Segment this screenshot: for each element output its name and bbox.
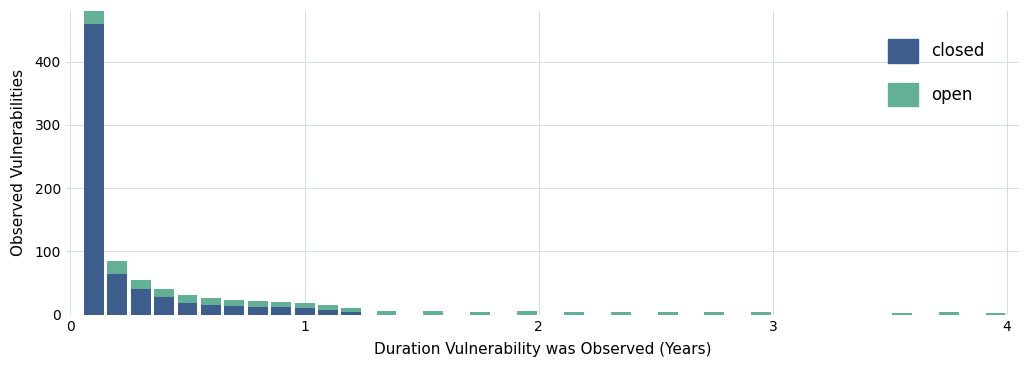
- Bar: [564, 312, 584, 315]
- Bar: [342, 312, 362, 315]
- X-axis label: Duration Vulnerability was Observed (Years): Duration Vulnerability was Observed (Yea…: [374, 342, 711, 357]
- Bar: [342, 308, 362, 312]
- Bar: [423, 311, 443, 315]
- Bar: [107, 261, 127, 273]
- Bar: [271, 307, 291, 315]
- Bar: [377, 311, 397, 315]
- Bar: [271, 302, 291, 307]
- Bar: [201, 305, 220, 315]
- Bar: [751, 312, 771, 315]
- Bar: [986, 313, 1005, 315]
- Bar: [318, 305, 338, 309]
- Bar: [154, 297, 174, 315]
- Bar: [471, 312, 490, 315]
- Y-axis label: Observed Vulnerabilities: Observed Vulnerabilities: [11, 69, 26, 256]
- Legend: closed, open: closed, open: [871, 22, 1001, 123]
- Bar: [295, 308, 314, 315]
- Bar: [201, 298, 220, 305]
- Bar: [225, 307, 244, 315]
- Bar: [517, 311, 537, 315]
- Bar: [225, 300, 244, 307]
- Bar: [131, 289, 150, 315]
- Bar: [131, 280, 150, 289]
- Bar: [83, 0, 104, 24]
- Bar: [248, 301, 268, 307]
- Bar: [295, 303, 314, 308]
- Bar: [177, 303, 198, 315]
- Bar: [154, 289, 174, 297]
- Bar: [611, 312, 630, 315]
- Bar: [938, 312, 959, 315]
- Bar: [892, 313, 912, 315]
- Bar: [177, 295, 198, 303]
- Bar: [705, 312, 724, 315]
- Bar: [318, 309, 338, 315]
- Bar: [83, 24, 104, 315]
- Bar: [248, 307, 268, 315]
- Bar: [657, 312, 678, 315]
- Bar: [107, 273, 127, 315]
